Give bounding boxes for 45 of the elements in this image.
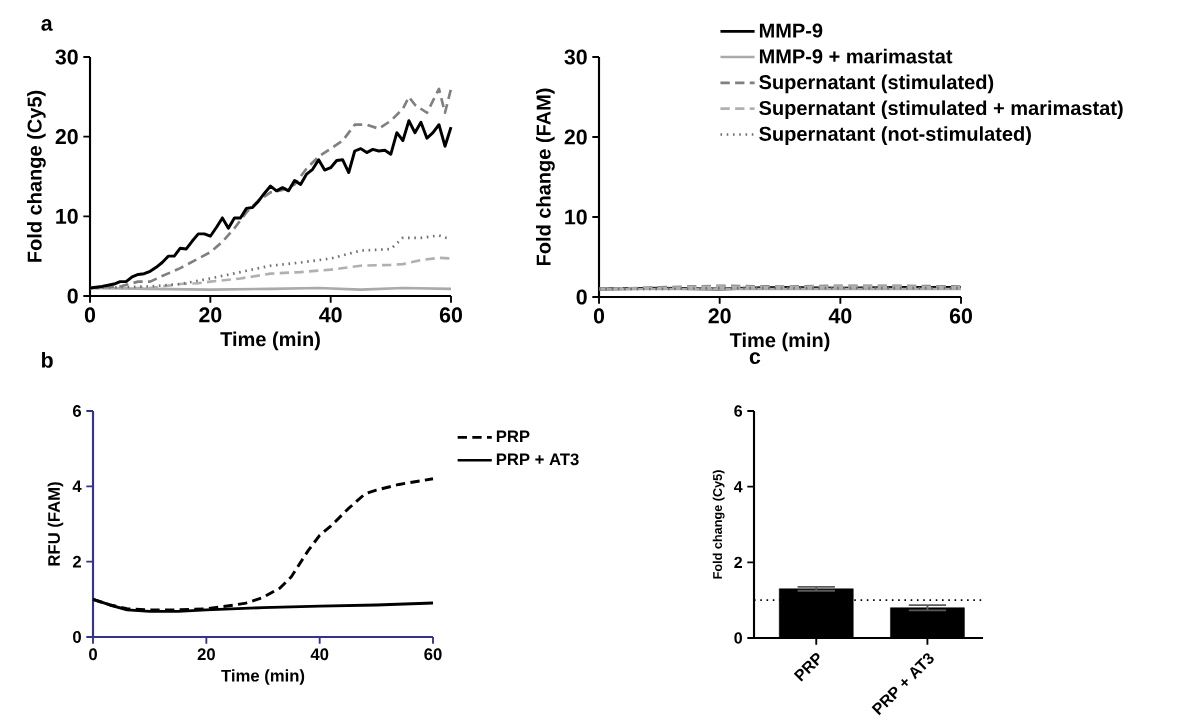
x-tick-label: 40 [319,307,342,323]
y-tick-label: 2 [734,556,742,568]
x-tick-label: 0 [593,308,605,324]
y-tick-label: 4 [72,480,82,492]
y-tick-label: 2 [72,555,81,568]
y-tick-label: 10 [565,209,587,225]
y-tick-label: 10 [56,208,78,224]
x-axis-title: Time (min) [220,331,320,351]
x-axis-title: Time (min) [221,669,305,685]
x-tick-label: 60 [439,307,462,323]
x-tick-label: 40 [310,648,329,661]
x-tick-label: 20 [199,307,222,323]
x-tick-label: 0 [89,648,97,661]
x-tick-label: 60 [949,308,972,324]
legend-label: Supernatant (stimulated) [759,74,994,94]
legend-label: MMP-9 + marimastat [759,48,953,64]
y-tick-label: 0 [734,632,742,644]
legend-label: Supernatant (stimulated + marimastat) [759,100,1123,119]
legend-label: MMP-9 [759,23,823,38]
y-tick-label: 6 [734,405,743,417]
y-axis-title: Fold change (FAM) [536,88,555,265]
legend-label: Supernatant (not-stimulated) [759,126,1031,145]
legend-label: PRP + AT3 [496,453,579,466]
y-axis-title: Fold change (Cy5) [712,470,725,579]
y-tick-label: 6 [72,404,82,417]
y-axis-title: Fold change (Cy5) [27,90,46,262]
legend-label: PRP [496,430,530,442]
x-tick-label: 20 [197,648,215,661]
x-axis-title: Time (min) [729,332,830,352]
x-tick-label: 20 [708,308,731,324]
x-tick-label: 60 [424,648,442,661]
y-tick-label: 0 [73,630,81,643]
text: c [749,352,761,364]
x-tick-label: 0 [84,307,96,323]
y-tick-label: 30 [55,49,78,65]
y-tick-label: 30 [564,49,587,65]
x-tick-label: 40 [828,308,852,324]
text: a [41,18,53,31]
y-tick-label: 20 [564,129,587,145]
y-tick-label: 0 [576,289,587,305]
y-axis-title: RFU (FAM) [47,482,64,566]
y-tick-label: 0 [67,288,78,304]
y-tick-label: 20 [55,128,78,145]
text: b [42,351,53,368]
y-tick-label: 4 [733,481,743,492]
